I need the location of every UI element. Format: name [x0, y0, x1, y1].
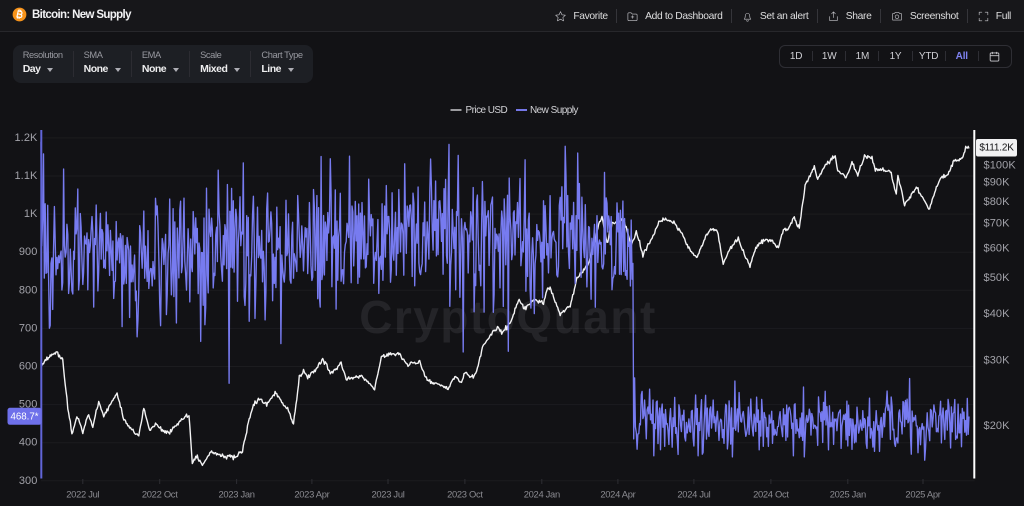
svg-text:2022 Oct: 2022 Oct	[142, 489, 178, 500]
svg-text:2025 Apr: 2025 Apr	[905, 489, 940, 500]
svg-text:$100K: $100K	[984, 160, 1017, 172]
svg-text:700: 700	[19, 322, 38, 334]
svg-text:400: 400	[19, 437, 38, 449]
svg-text:$50K: $50K	[984, 272, 1011, 284]
svg-text:2024 Apr: 2024 Apr	[600, 489, 635, 500]
svg-text:2022 Jul: 2022 Jul	[66, 489, 99, 500]
svg-text:468.7*: 468.7*	[10, 411, 38, 422]
svg-text:Price USD: Price USD	[466, 105, 508, 116]
svg-text:1.2K: 1.2K	[14, 132, 38, 144]
svg-text:CryptoQuant: CryptoQuant	[359, 291, 657, 343]
svg-text:New Supply: New Supply	[530, 105, 578, 116]
svg-text:500: 500	[19, 399, 38, 411]
svg-text:$60K: $60K	[984, 242, 1011, 254]
svg-text:2024 Oct: 2024 Oct	[753, 489, 789, 500]
svg-text:$111.2K: $111.2K	[979, 143, 1014, 154]
svg-text:2023 Jul: 2023 Jul	[371, 489, 404, 500]
svg-text:900: 900	[19, 246, 38, 258]
svg-text:2024 Jan: 2024 Jan	[524, 489, 560, 500]
svg-text:2023 Jan: 2023 Jan	[219, 489, 255, 500]
svg-text:$70K: $70K	[984, 217, 1011, 229]
svg-text:800: 800	[19, 284, 38, 296]
svg-text:$30K: $30K	[984, 355, 1011, 367]
svg-text:2025 Jan: 2025 Jan	[830, 489, 866, 500]
svg-text:1.1K: 1.1K	[14, 170, 38, 182]
svg-text:2024 Jul: 2024 Jul	[677, 489, 710, 500]
svg-text:$90K: $90K	[984, 177, 1011, 189]
svg-text:600: 600	[19, 361, 38, 373]
svg-text:2023 Oct: 2023 Oct	[447, 489, 483, 500]
svg-text:$40K: $40K	[984, 308, 1011, 320]
svg-text:2023 Apr: 2023 Apr	[294, 489, 329, 500]
svg-text:1K: 1K	[24, 208, 38, 220]
svg-text:$80K: $80K	[984, 196, 1011, 208]
svg-text:300: 300	[19, 475, 38, 487]
svg-text:$20K: $20K	[984, 420, 1011, 432]
